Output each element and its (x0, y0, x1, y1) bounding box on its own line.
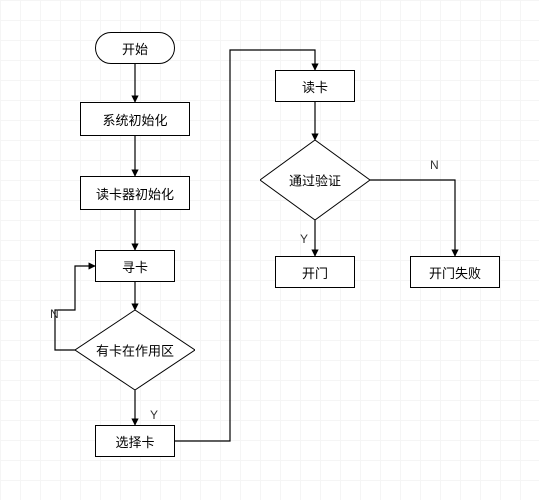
edges-layer (0, 0, 539, 500)
node-label: 开门 (302, 263, 328, 282)
node-select: 选择卡 (95, 425, 175, 457)
flowchart-canvas: 开始系统初始化读卡器初始化寻卡有卡在作用区选择卡 读卡通过验证开门 开门失败 Y N Y… (0, 0, 539, 500)
edge-select-read (175, 50, 315, 441)
edge-label-hascard-select: Y (150, 408, 158, 422)
node-label: 选择卡 (115, 432, 154, 451)
edge-label-verify-fail: N (430, 158, 439, 172)
node-read: 读卡 (275, 70, 355, 102)
node-label: 寻卡 (122, 257, 148, 276)
edge-label-verify-open: Y (300, 232, 308, 246)
node-fail: 开门失败 (410, 256, 500, 288)
edge-verify-fail (370, 180, 455, 256)
node-label: 系统初始化 (102, 110, 167, 129)
edge-label-hascard-seek: N (50, 307, 59, 321)
node-open: 开门 (275, 256, 355, 288)
node-label: 读卡器初始化 (96, 184, 174, 203)
node-label: 开始 (122, 39, 148, 58)
node-start: 开始 (95, 32, 175, 64)
node-label: 开门失败 (429, 263, 481, 282)
node-label: 通过验证 (289, 171, 341, 190)
node-label: 读卡 (302, 77, 328, 96)
node-label: 有卡在作用区 (96, 341, 174, 360)
node-readerinit: 读卡器初始化 (80, 176, 190, 210)
node-sysinit: 系统初始化 (80, 102, 190, 136)
node-hascard: 有卡在作用区 (75, 310, 195, 390)
node-verify: 通过验证 (260, 140, 370, 220)
node-seek: 寻卡 (95, 250, 175, 282)
